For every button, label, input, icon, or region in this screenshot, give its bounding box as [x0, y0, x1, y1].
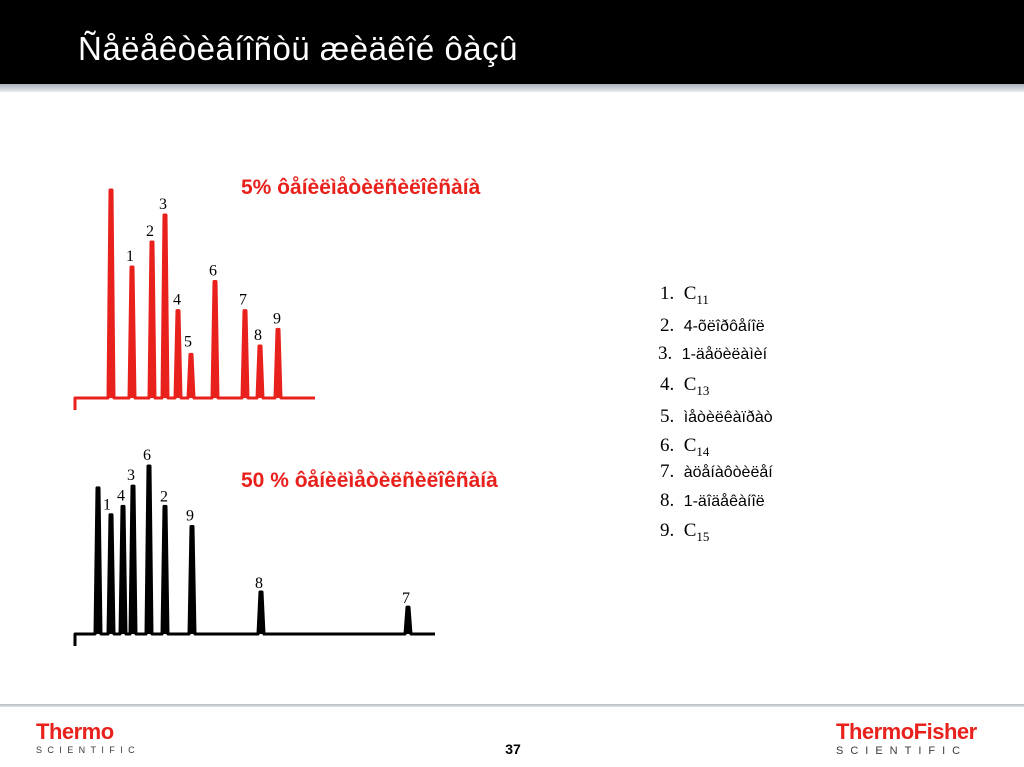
- title-divider: [0, 84, 1024, 92]
- logo-right-wordmark: ThermoFisher: [836, 719, 977, 744]
- peak-label-8: 8: [254, 327, 262, 344]
- legend-item-1: 1. C11: [660, 283, 709, 307]
- peak-label-4: 4: [173, 292, 181, 309]
- chart-title-5pct: 5% ôåíèëìåòèëñèëîêñàíà: [241, 176, 481, 199]
- chromatogram-1: 123 4 5 6 7 89: [73, 188, 315, 410]
- peak-label-6: 6: [209, 263, 217, 280]
- thermo-scientific-logo: Thermo SCIENTIFIC: [36, 721, 140, 756]
- peak-label-3: 3: [159, 196, 167, 213]
- legend-item-7: 7. àöåíàôòèëåí: [660, 461, 773, 482]
- legend-item-2: 2. 4-õëîðôåíîë: [660, 315, 765, 336]
- chart-title-50pct: 50 % ôåíèëìåòèëñèëîêñàíà: [241, 469, 498, 492]
- legend-item-8: 8. 1-äîäåêàíîë: [660, 490, 765, 511]
- peak-label-1: 1: [103, 497, 111, 514]
- peak-label-1: 1: [126, 248, 134, 265]
- logo-left-subtitle: SCIENTIFIC: [36, 745, 141, 755]
- peak-label-7: 7: [239, 292, 247, 309]
- slide-title: Ñåëåêòèâíîñòü æèäêîé ôàçû: [78, 30, 519, 67]
- logo-left-wordmark: Thermo: [36, 719, 114, 744]
- peak-label-2: 2: [160, 488, 168, 505]
- legend-item-3: 3. 1-äåöèëàìèí: [658, 343, 768, 364]
- peak-label-9: 9: [186, 507, 194, 524]
- peak-label-6: 6: [143, 447, 151, 464]
- logo-right-subtitle: SCIENTIFIC: [836, 745, 968, 757]
- peak-label-3: 3: [127, 467, 135, 484]
- legend-item-5: 5. ìåòèëêàïðàò: [660, 406, 773, 427]
- legend-item-9: 9. C15: [660, 520, 710, 544]
- baseline-trace: [73, 464, 435, 646]
- peak-label-4: 4: [117, 487, 125, 504]
- peak-label-9: 9: [273, 310, 281, 327]
- page-number: 37: [505, 741, 521, 757]
- peak-label-7: 7: [402, 590, 410, 607]
- footer-divider: [0, 704, 1024, 707]
- peak-label-5: 5: [184, 333, 192, 350]
- legend-item-4: 4. C13: [660, 374, 710, 398]
- peak-label-2: 2: [146, 223, 154, 240]
- title-bar: Ñåëåêòèâíîñòü æèäêîé ôàçû: [0, 0, 1024, 84]
- legend-item-6: 6. C14: [660, 435, 710, 459]
- thermofisher-scientific-logo: ThermoFisher SCIENTIFIC: [836, 721, 977, 758]
- peak-label-8: 8: [255, 575, 263, 592]
